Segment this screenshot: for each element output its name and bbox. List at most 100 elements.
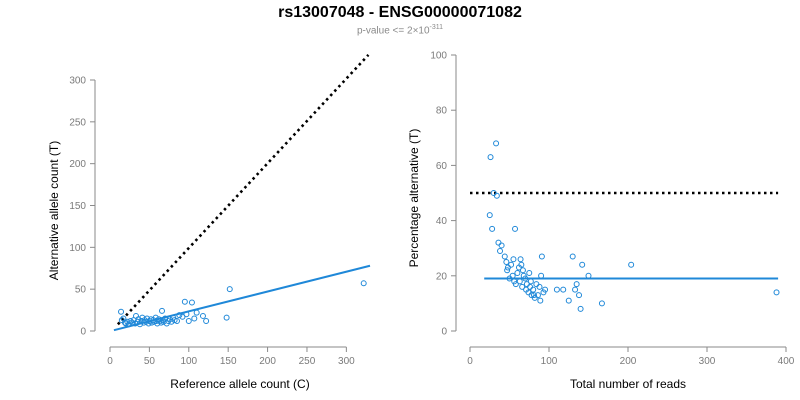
data-point bbox=[533, 281, 540, 288]
data-point bbox=[173, 317, 180, 324]
x-tick-label: 100 bbox=[541, 356, 558, 367]
data-point bbox=[518, 261, 525, 268]
fit-line bbox=[113, 264, 371, 332]
data-point bbox=[519, 283, 526, 290]
data-point bbox=[122, 320, 129, 327]
data-point bbox=[188, 299, 195, 306]
panel-left: 0 50 100 150 200 250 300 0 50 100 150 200 250 300 Refe… bbox=[47, 54, 371, 391]
data-point bbox=[628, 261, 635, 268]
data-point bbox=[538, 272, 545, 279]
data-point bbox=[517, 256, 524, 263]
data-point bbox=[527, 283, 534, 290]
x-tick-label: 50 bbox=[144, 356, 156, 367]
data-point bbox=[503, 259, 510, 265]
data-point bbox=[534, 292, 541, 299]
data-point bbox=[486, 212, 493, 219]
data-point bbox=[509, 272, 516, 279]
y-tick-label: 60 bbox=[436, 161, 448, 172]
y-tick-label: 0 bbox=[80, 327, 86, 338]
data-point bbox=[498, 242, 505, 249]
data-point bbox=[223, 314, 230, 321]
data-point bbox=[530, 286, 537, 293]
data-point bbox=[585, 272, 592, 279]
data-point bbox=[191, 315, 198, 322]
data-point bbox=[193, 309, 200, 316]
data-point bbox=[504, 267, 511, 274]
data-point bbox=[516, 278, 523, 285]
data-point bbox=[501, 253, 508, 260]
data-point bbox=[519, 267, 526, 274]
data-point bbox=[489, 225, 496, 232]
y-tick-label: 150 bbox=[69, 201, 86, 212]
data-point bbox=[553, 286, 560, 293]
data-point bbox=[203, 317, 210, 324]
x-tick-label: 0 bbox=[107, 356, 113, 367]
x-tick-label: 250 bbox=[299, 356, 316, 367]
y-tick-label: 20 bbox=[436, 271, 448, 282]
data-point bbox=[514, 270, 521, 277]
data-point bbox=[199, 312, 206, 319]
panel-right: 0 100 200 300 400 0 20 40 60 80 100 Total number of… bbox=[407, 51, 795, 392]
data-point bbox=[576, 292, 583, 299]
data-point bbox=[773, 289, 780, 296]
data-point bbox=[577, 305, 584, 312]
data-point bbox=[165, 317, 172, 324]
data-point bbox=[542, 286, 549, 293]
subtitle-prefix: p-value <= 2×10 bbox=[356, 25, 430, 37]
data-point bbox=[537, 297, 544, 304]
data-point bbox=[510, 256, 517, 263]
y-tick-label: 40 bbox=[436, 216, 448, 227]
data-point bbox=[569, 253, 576, 260]
data-point bbox=[487, 154, 494, 161]
data-point bbox=[538, 253, 545, 260]
y-tick-label: 0 bbox=[441, 327, 447, 338]
x-axis-title: Reference allele count (C) bbox=[170, 377, 309, 391]
data-point bbox=[536, 283, 543, 290]
x-axis-title: Total number of reads bbox=[570, 377, 686, 391]
y-tick-label: 250 bbox=[69, 117, 86, 128]
chart-subtitle: p-value <= 2×10-311 bbox=[0, 24, 800, 36]
x-tick-label: 300 bbox=[699, 356, 716, 367]
data-point bbox=[495, 239, 502, 246]
data-point bbox=[181, 298, 188, 305]
data-point bbox=[573, 281, 580, 288]
x-tick-label: 400 bbox=[778, 356, 795, 367]
data-point bbox=[579, 261, 586, 268]
y-tick-label: 100 bbox=[69, 243, 86, 254]
data-point bbox=[493, 140, 500, 147]
data-point bbox=[598, 300, 605, 307]
data-point bbox=[526, 270, 533, 277]
data-point bbox=[118, 308, 125, 315]
x-tick-label: 300 bbox=[338, 356, 355, 367]
x-tick-label: 100 bbox=[180, 356, 197, 367]
data-point bbox=[159, 307, 165, 314]
data-point bbox=[512, 225, 519, 232]
x-tick-label: 200 bbox=[259, 356, 276, 367]
y-tick-label: 50 bbox=[75, 285, 87, 296]
data-point bbox=[572, 286, 579, 293]
data-point bbox=[127, 317, 134, 324]
data-point bbox=[508, 261, 515, 268]
data-point bbox=[512, 281, 519, 288]
y-tick-label: 80 bbox=[436, 106, 448, 117]
x-tick-label: 200 bbox=[620, 356, 637, 367]
reference-line bbox=[116, 54, 370, 326]
y-tick-label: 300 bbox=[69, 76, 86, 87]
y-axis-title: Alternative allele count (T) bbox=[47, 141, 61, 280]
y-tick-label: 100 bbox=[430, 51, 447, 62]
data-point bbox=[530, 292, 537, 299]
data-point bbox=[493, 192, 500, 199]
data-point bbox=[527, 278, 534, 285]
subtitle-exponent: -311 bbox=[429, 24, 444, 31]
y-axis-title: Percentage alternative (T) bbox=[407, 129, 421, 268]
chart-title: rs13007048 - ENSG00000071082 bbox=[278, 4, 522, 21]
data-point bbox=[226, 286, 233, 293]
x-tick-label: 0 bbox=[467, 356, 473, 367]
x-tick-label: 150 bbox=[220, 356, 237, 367]
data-point bbox=[560, 286, 567, 293]
data-point bbox=[565, 297, 572, 304]
data-point bbox=[185, 317, 192, 324]
y-tick-label: 200 bbox=[69, 159, 86, 170]
data-point bbox=[497, 247, 504, 254]
